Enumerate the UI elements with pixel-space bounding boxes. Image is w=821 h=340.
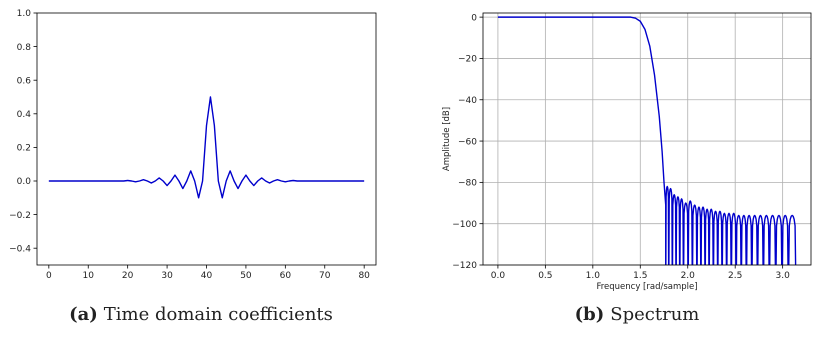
spectrum-chart: 0.0 0.5 1.0 1.5 2.0 2.5 3.0 0 −20 −40 −60 −80 −100 −1… bbox=[442, 12, 812, 292]
x-tick-label: 50 bbox=[240, 271, 252, 281]
caption-a: (a) Time domain coefficients bbox=[69, 304, 333, 325]
x-tick-label: 2.5 bbox=[728, 271, 742, 281]
y-tick-label: −60 bbox=[458, 137, 477, 147]
y-tick-label: 0 bbox=[471, 13, 477, 23]
y-tick-label: −120 bbox=[452, 261, 477, 271]
x-tick-label: 2.0 bbox=[681, 271, 696, 281]
y-tick-label: 0.8 bbox=[17, 43, 32, 53]
caption-b-label: (b) bbox=[574, 304, 605, 325]
caption-a-text: Time domain coefficients bbox=[103, 304, 333, 325]
y-tick-label: −0.4 bbox=[9, 244, 31, 254]
x-tick-label: 60 bbox=[280, 271, 292, 281]
x-axis-label: Frequency [rad/sample] bbox=[596, 282, 697, 292]
x-tick-label: 80 bbox=[358, 271, 370, 281]
caption-b-text: Spectrum bbox=[610, 304, 700, 325]
y-tick-label: 0.2 bbox=[17, 144, 31, 154]
axes-frame bbox=[36, 12, 377, 266]
y-tick-label: −0.2 bbox=[9, 211, 31, 221]
x-tick-label: 70 bbox=[319, 271, 331, 281]
y-axis-label: Amplitude [dB] bbox=[442, 107, 452, 171]
y-tick-label: −40 bbox=[458, 96, 477, 106]
x-tick-label: 1.5 bbox=[633, 271, 647, 281]
y-tick-label: −100 bbox=[452, 220, 477, 230]
y-tick-label: −20 bbox=[458, 55, 477, 65]
caption-b: (b) Spectrum bbox=[575, 304, 700, 325]
time-domain-chart: 0 10 20 30 40 50 60 70 80 −0.4 −0.2 0.0 0.2 0.4 0.6 0.8… bbox=[9, 9, 377, 281]
x-tick-label: 0 bbox=[46, 271, 52, 281]
x-tick-label: 3.0 bbox=[775, 271, 790, 281]
y-tick-label: −80 bbox=[458, 179, 477, 189]
x-tick-label: 0.5 bbox=[538, 271, 552, 281]
y-tick-label: 0.0 bbox=[17, 177, 32, 187]
y-tick-label: 0.6 bbox=[17, 76, 32, 86]
y-tick-label: 1.0 bbox=[17, 9, 32, 19]
coefficient-line bbox=[48, 96, 365, 199]
x-tick-label: 0.0 bbox=[491, 271, 506, 281]
y-tick-label: 0.4 bbox=[17, 110, 32, 120]
x-tick-label: 30 bbox=[161, 271, 173, 281]
plot-area bbox=[497, 16, 797, 265]
x-tick-label: 10 bbox=[83, 271, 95, 281]
x-tick-label: 40 bbox=[201, 271, 213, 281]
plot-area bbox=[48, 96, 365, 199]
spectrum-line bbox=[497, 16, 797, 265]
axes-frame bbox=[482, 12, 812, 266]
caption-a-label: (a) bbox=[69, 304, 98, 325]
x-tick-label: 20 bbox=[122, 271, 134, 281]
x-tick-label: 1.0 bbox=[586, 271, 601, 281]
